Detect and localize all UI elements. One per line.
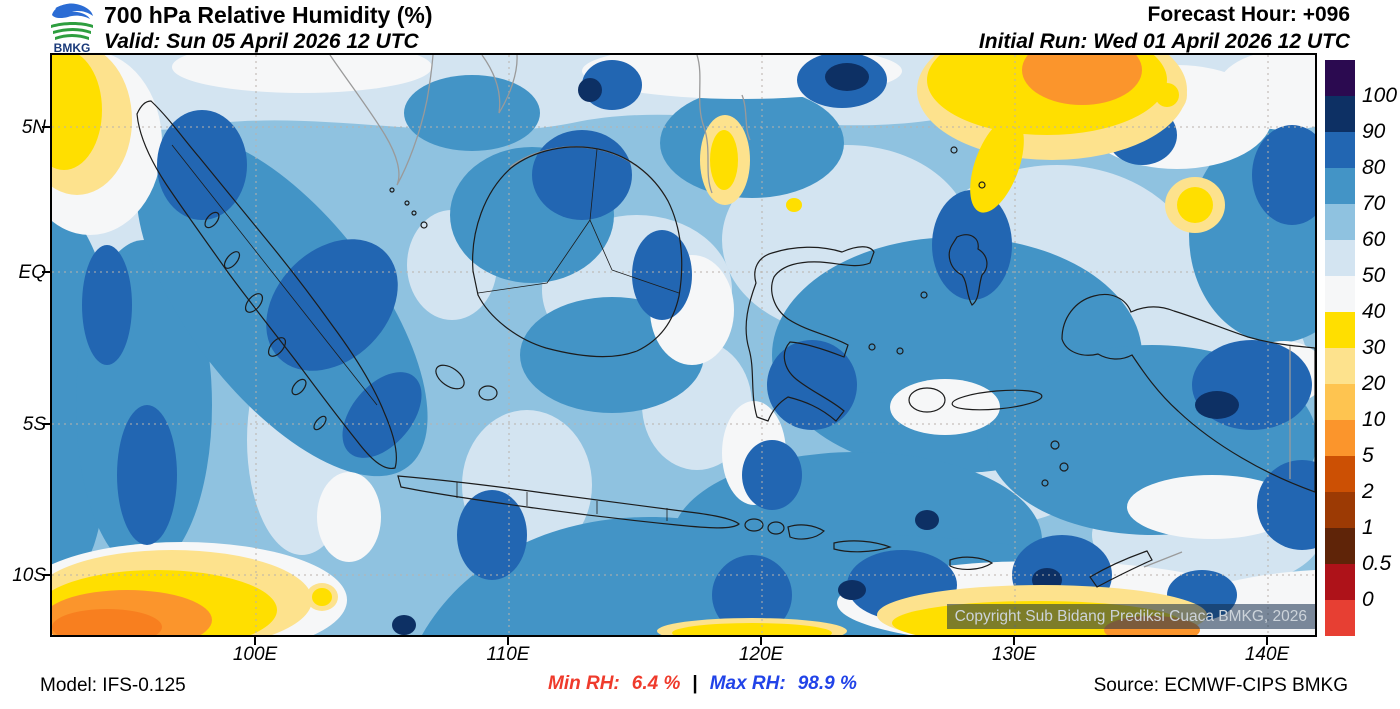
legend-cell [1325, 276, 1355, 312]
legend-cell [1325, 132, 1355, 168]
lon-label-130e: 130E [991, 644, 1037, 665]
legend-cell [1325, 456, 1355, 492]
page-title: 700 hPa Relative Humidity (%) [104, 2, 433, 28]
legend-cell [1325, 492, 1355, 528]
lon-label-100e: 100E [232, 644, 278, 665]
lon-tick [760, 637, 762, 645]
legend-cell [1325, 600, 1355, 636]
max-rh-label: Max RH: [709, 673, 786, 694]
legend-tick-label: 70 [1362, 192, 1386, 215]
bmkg-logo-icon: BMKG [51, 3, 93, 53]
valid-time: Valid: Sun 05 April 2026 12 UTC [104, 30, 419, 53]
run-block: Forecast Hour: +096 Initial Run: Wed 01 … [979, 2, 1350, 55]
lon-tick [1266, 637, 1268, 645]
legend-cell [1325, 60, 1355, 96]
legend-bar [1325, 60, 1355, 636]
lat-tick [42, 574, 50, 576]
indonesia-coastlines [136, 100, 1315, 588]
legend-tick-label: 1 [1362, 516, 1374, 539]
lat-label-5s: 5S [22, 414, 46, 435]
legend-tick-label: 2 [1362, 480, 1374, 503]
lat-label-5n: 5N [21, 117, 46, 138]
legend-cell [1325, 564, 1355, 600]
legend-tick-label: 20 [1362, 372, 1386, 395]
lon-tick [254, 637, 256, 645]
map-frame: Copyright Sub Bidang Prediksi Cuaca BMKG… [50, 53, 1317, 637]
legend-cell [1325, 528, 1355, 564]
legend-tick-label: 50 [1362, 264, 1386, 287]
max-rh-value: 98.9 % [797, 673, 857, 694]
rh-minmax-row: Min RH: 6.4 % | Max RH: 98.9 % [548, 673, 857, 695]
legend-tick-label: 100 [1362, 84, 1398, 107]
legend-tick-label: 0 [1362, 588, 1374, 611]
lat-label-10s: 10S [12, 565, 46, 586]
lon-label-120e: 120E [738, 644, 784, 665]
legend-tick-label: 5 [1362, 444, 1374, 467]
legend-cell [1325, 96, 1355, 132]
legend-cell [1325, 348, 1355, 384]
model-label: Model: IFS-0.125 [40, 675, 186, 696]
lon-label-140e: 140E [1244, 644, 1290, 665]
legend-tick-label: 80 [1362, 156, 1386, 179]
lat-label-eq: EQ [18, 262, 46, 283]
legend-cell [1325, 240, 1355, 276]
lat-tick [42, 126, 50, 128]
title-block: 700 hPa Relative Humidity (%) Valid: Sun… [104, 2, 433, 55]
initial-run: Initial Run: Wed 01 April 2026 12 UTC [978, 30, 1350, 53]
legend-cell [1325, 312, 1355, 348]
forecast-hour: Forecast Hour: +096 [1147, 3, 1351, 26]
legend-cell [1325, 168, 1355, 204]
legend-tick-label: 90 [1362, 120, 1386, 143]
graticule-lines [52, 55, 1315, 635]
svg-text:BMKG: BMKG [54, 41, 91, 53]
lon-tick [1013, 637, 1015, 645]
lat-tick [42, 271, 50, 273]
lon-tick [507, 637, 509, 645]
legend-tick-label: 0.5 [1362, 552, 1392, 575]
bmkg-logo: BMKG [44, 1, 100, 53]
legend-cell [1325, 420, 1355, 456]
legend-tick-label: 10 [1362, 408, 1386, 431]
legend-tick-label: 40 [1362, 300, 1386, 323]
legend-tick-label: 60 [1362, 228, 1386, 251]
legend-cell [1325, 384, 1355, 420]
legend-cell [1325, 204, 1355, 240]
source-label: Source: ECMWF-CIPS BMKG [1093, 675, 1348, 696]
copyright-watermark: Copyright Sub Bidang Prediksi Cuaca BMKG… [946, 604, 1315, 629]
humidity-field-map [52, 55, 1315, 635]
lat-tick [42, 423, 50, 425]
rh-separator: | [692, 673, 698, 694]
min-rh-value: 6.4 % [631, 673, 681, 694]
min-rh-label: Min RH: [548, 673, 620, 694]
lon-label-110e: 110E [486, 644, 530, 665]
legend-tick-label: 30 [1362, 336, 1386, 359]
